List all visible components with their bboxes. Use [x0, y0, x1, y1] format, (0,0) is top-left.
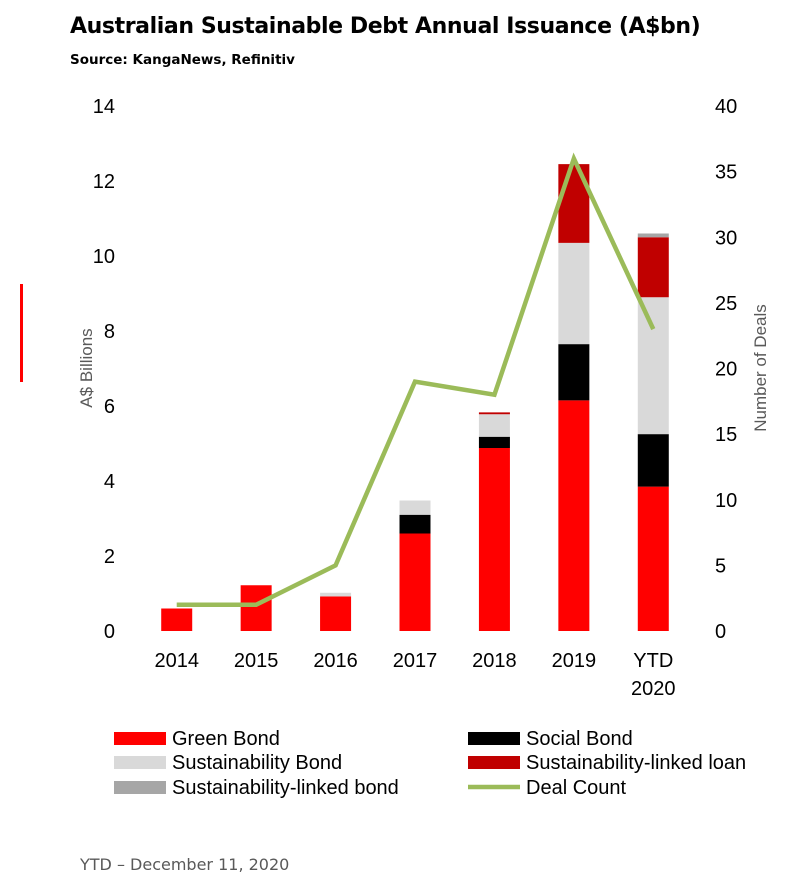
- bar-sustainability-bond: [637, 297, 669, 435]
- y2-tick-label: 15: [715, 424, 737, 446]
- bar-green-bond: [399, 533, 431, 631]
- line-deal-count: [176, 152, 656, 607]
- x-tick-label: 2017: [393, 650, 438, 672]
- bar-sustainability-bond: [558, 242, 590, 345]
- y-tick-label: 0: [104, 621, 115, 643]
- x-tick-label: 2020: [631, 678, 676, 700]
- chart-title: Australian Sustainable Debt Annual Issua…: [70, 14, 701, 39]
- y-tick-label: 6: [104, 396, 115, 418]
- y-tick-label: 10: [93, 246, 115, 268]
- bar-social-bond: [478, 436, 510, 448]
- footnote: YTD – December 11, 2020: [80, 855, 290, 874]
- y-tick-label: 14: [93, 96, 115, 118]
- chart-area: 0 2 4 6 8 10 12 14 0 5 10 15 20 25 30 35 40 A$ Billions Nu…: [77, 96, 770, 799]
- y-tick-label: 8: [104, 321, 115, 343]
- y2-tick-label: 20: [715, 359, 737, 381]
- red-accent-bar: [20, 284, 23, 382]
- x-tick-label: 2014: [154, 650, 199, 672]
- bar-green-bond: [478, 448, 510, 631]
- legend-swatch-sustainability-linked-loan: [468, 756, 520, 769]
- x-tick-label: 2015: [234, 650, 279, 672]
- legend-label-green-bond: Green Bond: [172, 728, 280, 750]
- bar-green-bond: [637, 486, 669, 631]
- y2-tick-label: 30: [715, 227, 737, 249]
- bar-sustainability-bond: [478, 414, 510, 437]
- y2-axis-title: Number of Deals: [751, 304, 770, 432]
- y2-tick-label: 10: [715, 490, 737, 512]
- y-axis-title: A$ Billions: [77, 328, 96, 407]
- y2-tick-label: 40: [715, 96, 737, 118]
- bar-green-bond: [240, 585, 272, 631]
- bar-social-bond: [637, 434, 669, 487]
- bar-sustainability-linked-loan: [558, 164, 590, 243]
- chart-source: Source: KangaNews, Refinitiv: [70, 52, 295, 68]
- y-tick-label: 4: [104, 471, 115, 493]
- bar-sustainability-linked-loan: [637, 237, 669, 298]
- y2-tick-label: 35: [715, 162, 737, 184]
- bar-green-bond: [558, 400, 590, 631]
- x-tick-label: 2018: [472, 650, 517, 672]
- y-tick-label: 12: [93, 171, 115, 193]
- bar-sustainability-bond: [320, 592, 352, 597]
- x-tick-label: YTD: [633, 650, 673, 672]
- x-tick-label: 2016: [313, 650, 358, 672]
- y2-tick-label: 25: [715, 293, 737, 315]
- legend-swatch-green-bond: [114, 732, 166, 745]
- bar-green-bond: [320, 596, 352, 631]
- y2-tick-label: 0: [715, 621, 726, 643]
- legend-label-sustainability-bond: Sustainability Bond: [172, 752, 342, 774]
- x-tick-label: 2019: [552, 650, 597, 672]
- bar-social-bond: [558, 344, 590, 401]
- bar-social-bond: [399, 514, 431, 534]
- bar-sustainability-linked-loan: [478, 412, 510, 415]
- bar-green-bond: [161, 608, 193, 631]
- legend-swatch-sustainability-bond: [114, 756, 166, 769]
- y-tick-label: 2: [104, 546, 115, 568]
- legend-swatch-sustainability-linked-bond: [114, 781, 166, 794]
- bar-sustainability-linked-bond: [637, 233, 669, 238]
- y2-tick-label: 5: [715, 555, 726, 577]
- legend-label-sustainability-linked-loan: Sustainability-linked loan: [526, 752, 746, 774]
- legend-label-deal-count: Deal Count: [526, 777, 627, 799]
- legend-label-sustainability-linked-bond: Sustainability-linked bond: [172, 777, 399, 799]
- legend-label-social-bond: Social Bond: [526, 728, 633, 750]
- legend-swatch-social-bond: [468, 732, 520, 745]
- bar-sustainability-bond: [399, 500, 431, 515]
